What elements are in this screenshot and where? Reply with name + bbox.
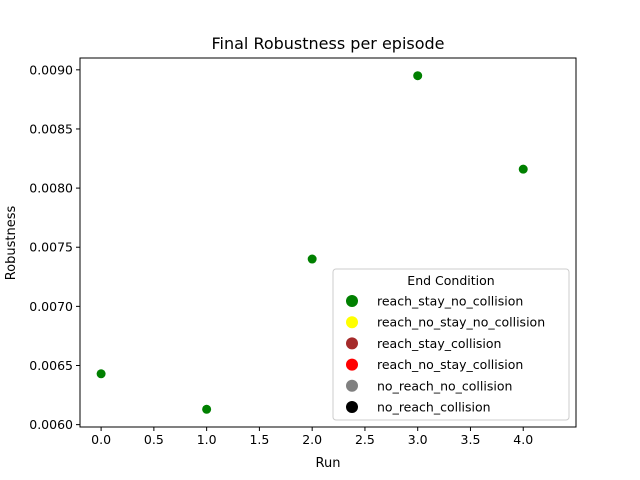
legend-box: [332, 268, 570, 421]
legend: End Condition reach_stay_no_collisionrea…: [332, 268, 570, 421]
x-tick-label: 3.5: [461, 432, 481, 447]
legend-entry-label: no_reach_collision: [377, 400, 491, 415]
legend-marker: [346, 295, 358, 307]
y-axis: 0.0060 0.0065 0.0070 0.0075 0.0080 0.0085 0.00…: [29, 62, 80, 432]
x-tick-label: 1.0: [197, 432, 217, 447]
x-tick-label: 0.5: [144, 432, 164, 447]
y-tick-label: 0.0070: [29, 299, 73, 314]
data-point: [96, 369, 106, 379]
y-tick-label: 0.0080: [29, 181, 73, 196]
legend-entry-label: reach_no_stay_collision: [377, 357, 523, 372]
y-axis-label: Robustness: [4, 205, 19, 280]
legend-marker: [346, 379, 358, 392]
legend-marker: [346, 401, 358, 413]
x-tick-label: 4.0: [513, 432, 533, 447]
legend-entry-label: no_reach_no_collision: [377, 378, 512, 393]
y-tick-label: 0.0085: [29, 121, 73, 136]
legend-marker: [346, 337, 358, 350]
x-tick-label: 0.0: [91, 432, 111, 447]
x-tick-label: 2.0: [302, 432, 322, 447]
legend-entry-label: reach_stay_collision: [377, 336, 501, 351]
x-tick-label: 1.5: [249, 432, 269, 447]
x-axis: 0.0 0.5 1.0 1.5 2.0 2.5 3.0 3.5 4.0: [91, 427, 533, 447]
legend-marker: [346, 316, 358, 329]
x-tick-label: 2.5: [355, 432, 375, 447]
data-points: [96, 71, 528, 414]
x-tick-label: 3.0: [408, 432, 428, 447]
legend-entry-label: reach_no_stay_no_collision: [377, 315, 545, 330]
legend-title: End Condition: [407, 273, 494, 288]
data-point: [307, 254, 317, 264]
legend-marker: [346, 358, 358, 371]
data-point: [518, 164, 528, 174]
y-tick-label: 0.0065: [29, 358, 73, 373]
legend-entries: reach_stay_no_collision reach_no_stay_no_…: [346, 294, 545, 415]
x-axis-label: Run: [316, 456, 341, 471]
y-tick-label: 0.0090: [29, 62, 73, 77]
y-tick-label: 0.0075: [29, 240, 73, 255]
chart-title: Final Robustness per episode: [211, 34, 444, 53]
data-point: [202, 404, 212, 414]
y-tick-label: 0.0060: [29, 417, 73, 432]
data-point: [413, 71, 423, 81]
legend-entry-label: reach_stay_no_collision: [377, 294, 523, 309]
